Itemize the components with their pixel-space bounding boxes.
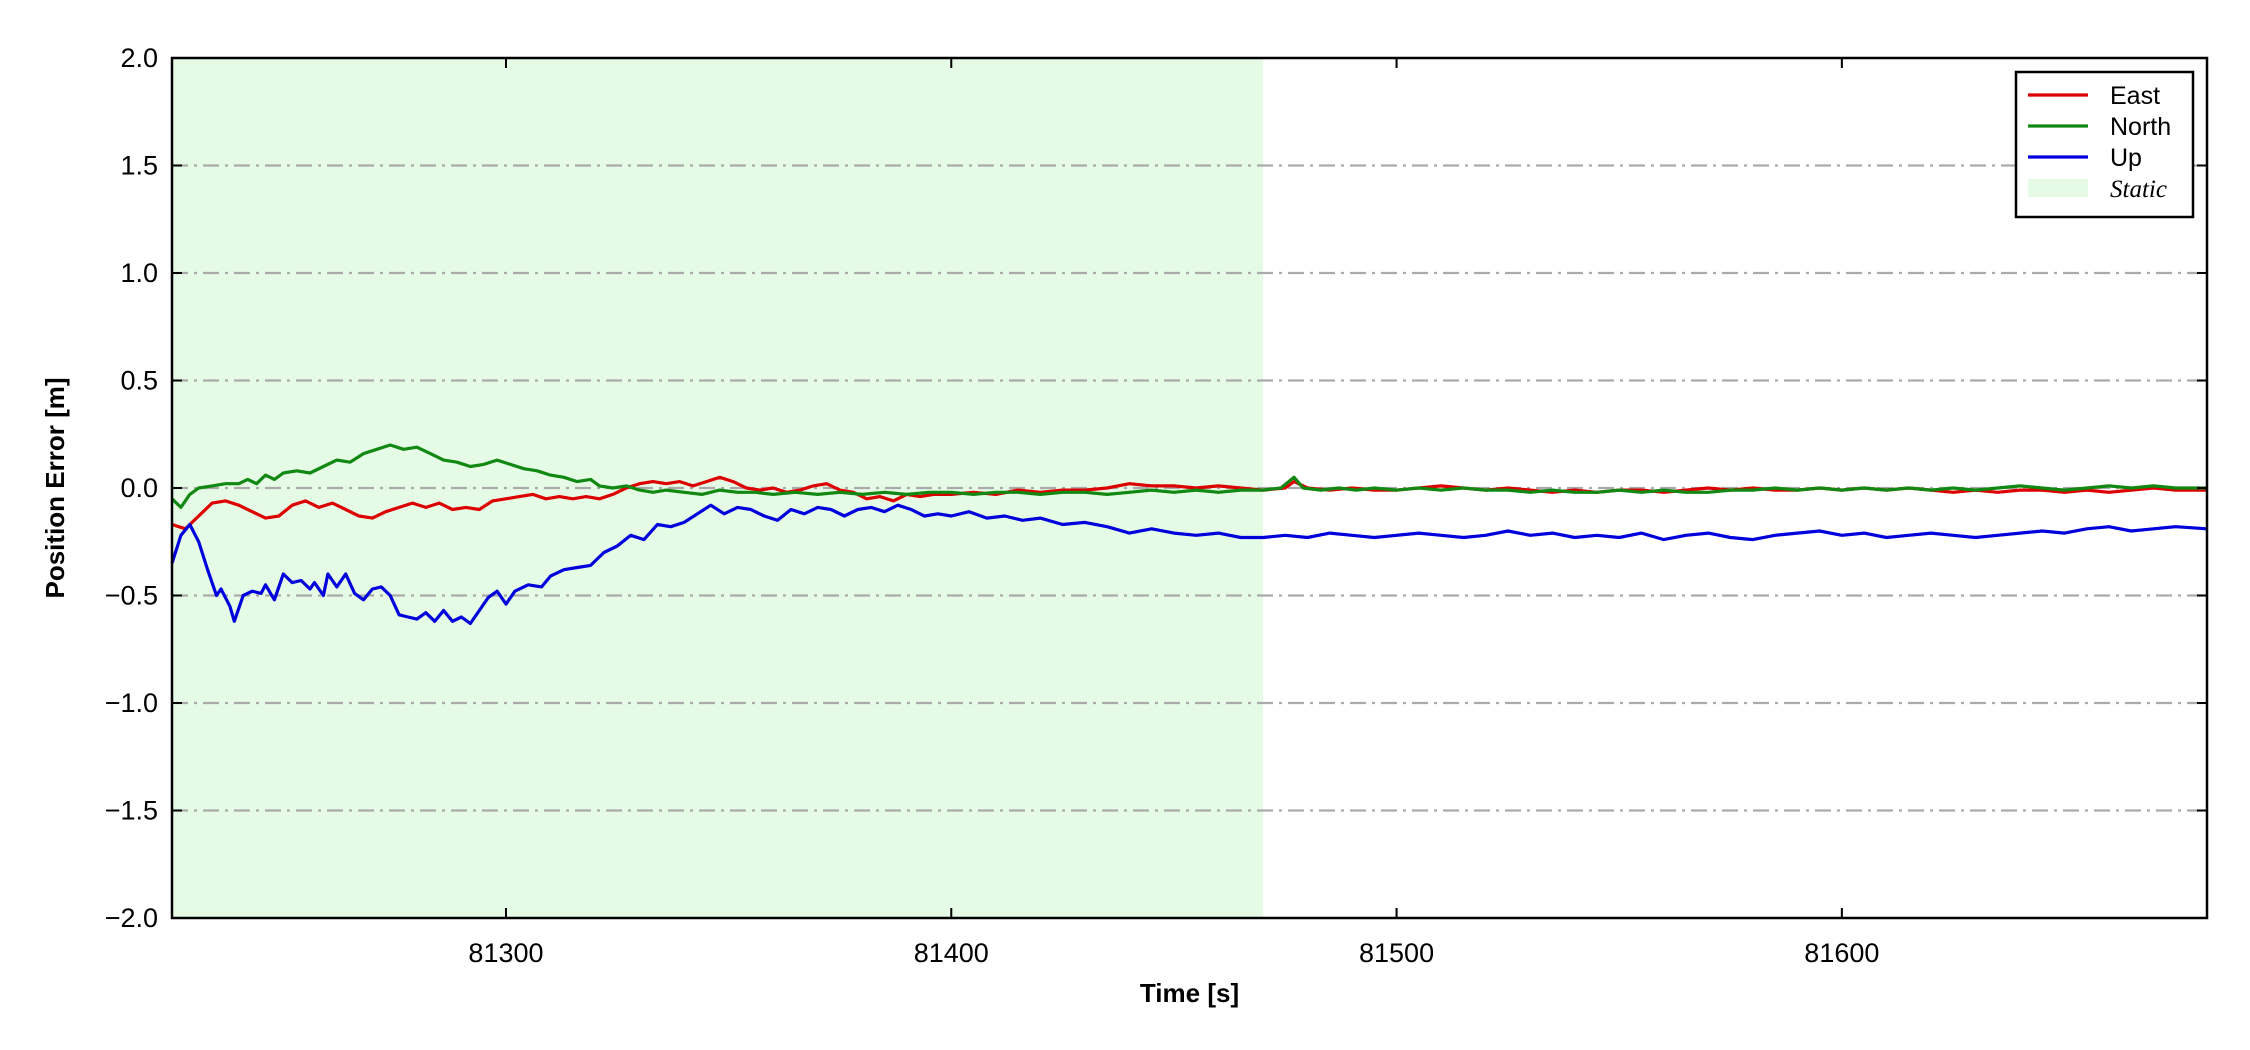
legend: East North Up Static <box>2014 70 2195 219</box>
legend-label-north: North <box>2110 113 2171 141</box>
y-tick-label: −0.5 <box>105 581 158 611</box>
y-tick-label: 2.0 <box>120 43 158 73</box>
y-tick-label: 1.5 <box>120 151 158 181</box>
y-tick-label: 0.0 <box>120 473 158 503</box>
series-layer <box>170 443 2208 626</box>
y-tick-label: 0.5 <box>120 366 158 396</box>
y-tick-label: 1.0 <box>120 258 158 288</box>
legend-label-east: East <box>2110 82 2160 110</box>
series-line-up <box>170 503 2208 626</box>
legend-swatch-static <box>2028 179 2088 197</box>
x-tick-label: 81300 <box>468 938 543 968</box>
legend-label-up: Up <box>2110 144 2142 172</box>
axis-ticks: 2.0 1.5 1.0 0.5 0.0 −0.5 −1.0 −1.5 −2.0 81300 8140… <box>105 43 2207 968</box>
x-tick-label: 81500 <box>1359 938 1434 968</box>
y-axis-label: Position Error [m] <box>40 377 70 598</box>
x-tick-label: 81400 <box>914 938 989 968</box>
series-line-north <box>170 443 2207 509</box>
y-tick-label: −2.0 <box>105 903 158 933</box>
x-axis-label: Time [s] <box>1140 978 1239 1008</box>
y-tick-label: −1.0 <box>105 688 158 718</box>
legend-label-static: Static <box>2110 176 2167 203</box>
y-tick-label: −1.5 <box>105 796 158 826</box>
x-tick-label: 81600 <box>1804 938 1879 968</box>
